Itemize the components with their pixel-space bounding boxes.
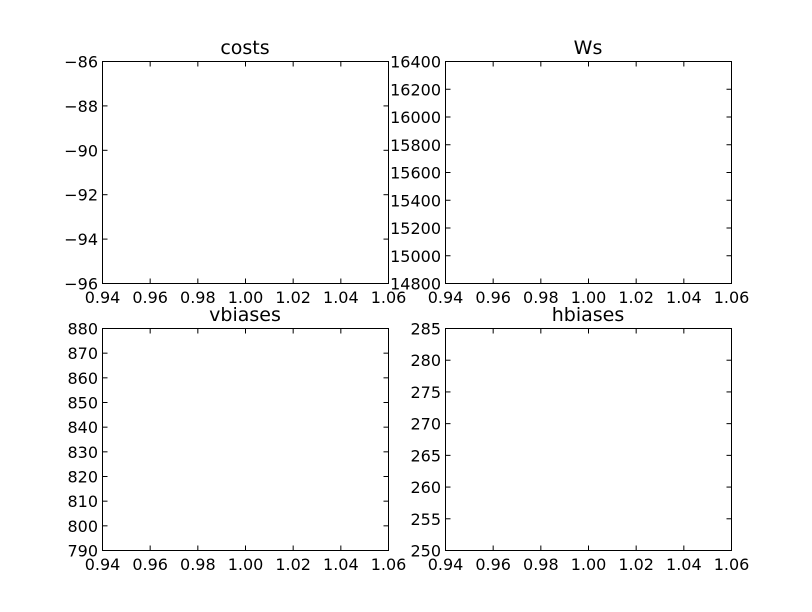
- y-tick-label: 15000: [390, 247, 441, 266]
- y-tick-label: 16000: [390, 108, 441, 127]
- subplot-Ws: Ws 0.94 0.96 0.98 1.00 1.02 1.04 1.06 14800 15000…: [390, 37, 749, 307]
- y-tick-label: −90: [64, 141, 98, 160]
- y-tick-label: 16400: [390, 53, 441, 72]
- y-tick-label: 260: [410, 478, 441, 497]
- x-tick-label: 1.00: [571, 288, 607, 307]
- x-tick-label: 1.04: [323, 555, 359, 574]
- y-tick-label: 850: [67, 394, 98, 413]
- subplot-hbiases: hbiases 0.94 0.96 0.98 1.00 1.02 1.04 1.06 250 25…: [410, 304, 749, 574]
- x-tick-label: 0.96: [132, 555, 168, 574]
- y-tick-label: 15400: [390, 191, 441, 210]
- y-tick-label: 250: [410, 542, 441, 561]
- x-tick-label: 0.98: [180, 288, 216, 307]
- x-tick-label: 1.04: [666, 288, 702, 307]
- x-tick-label: 1.06: [371, 288, 407, 307]
- x-tick-label: 1.00: [228, 555, 264, 574]
- x-tick-label: 1.04: [666, 555, 702, 574]
- x-tick-label: 0.98: [180, 555, 216, 574]
- y-tick-label: 280: [410, 351, 441, 370]
- x-tick-label: 1.02: [275, 555, 311, 574]
- y-tick-label: 880: [67, 320, 98, 339]
- y-tick-label: 15600: [390, 164, 441, 183]
- x-tick-label: 1.06: [714, 555, 750, 574]
- x-tick-label: 1.06: [714, 288, 750, 307]
- y-tick-label: −86: [64, 53, 98, 72]
- x-tick-label: 0.98: [523, 288, 559, 307]
- y-tick-label: 790: [67, 542, 98, 561]
- y-tick-label: 16200: [390, 80, 441, 99]
- subplot-title: costs: [220, 37, 269, 59]
- x-tick-label: 1.00: [571, 555, 607, 574]
- x-tick-label: 1.02: [618, 555, 654, 574]
- y-tick-label: 285: [410, 320, 441, 339]
- x-tick-label: 1.06: [371, 555, 407, 574]
- y-tick-label: 840: [67, 418, 98, 437]
- x-tick-label: 0.94: [85, 555, 121, 574]
- x-tick-label: 0.94: [85, 288, 121, 307]
- subplot-costs: costs 0.94 0.96 0.98 1.00 1.02 1.04 1.06 −96 −94 −…: [64, 37, 406, 307]
- plot-frame: [102, 61, 389, 284]
- subplot-title: Ws: [574, 37, 603, 59]
- y-tick-label: 15200: [390, 219, 441, 238]
- y-tick-label: 270: [410, 415, 441, 434]
- y-tick-label: 15800: [390, 136, 441, 155]
- y-tick-label: 810: [67, 492, 98, 511]
- y-tick-label: −96: [64, 275, 98, 294]
- y-tick-label: −88: [64, 97, 98, 116]
- y-tick-label: −94: [64, 230, 98, 249]
- x-tick-label: 0.96: [132, 288, 168, 307]
- plot-frame: [102, 328, 389, 551]
- y-tick-label: 255: [410, 510, 441, 529]
- x-tick-label: 1.02: [275, 288, 311, 307]
- plot-frame: [445, 328, 732, 551]
- x-tick-label: 0.94: [428, 555, 464, 574]
- x-tick-label: 0.94: [428, 288, 464, 307]
- x-tick-label: 0.96: [475, 555, 511, 574]
- y-tick-label: 860: [67, 369, 98, 388]
- x-tick-label: 1.04: [323, 288, 359, 307]
- y-tick-label: 275: [410, 383, 441, 402]
- subplot-title: vbiases: [209, 304, 281, 326]
- y-tick-label: 870: [67, 344, 98, 363]
- y-tick-label: −92: [64, 186, 98, 205]
- x-tick-label: 0.98: [523, 555, 559, 574]
- y-tick-label: 14800: [390, 275, 441, 294]
- y-tick-label: 830: [67, 443, 98, 462]
- y-tick-label: 800: [67, 517, 98, 536]
- x-tick-label: 1.02: [618, 288, 654, 307]
- x-tick-label: 0.96: [475, 288, 511, 307]
- plot-frame: [445, 61, 732, 284]
- subplot-vbiases: vbiases 0.94 0.96 0.98 1.00 1.02 1.04 1.06 790 80…: [67, 304, 406, 574]
- subplot-title: hbiases: [552, 304, 625, 326]
- y-tick-label: 820: [67, 468, 98, 487]
- y-tick-label: 265: [410, 446, 441, 465]
- x-tick-label: 1.00: [228, 288, 264, 307]
